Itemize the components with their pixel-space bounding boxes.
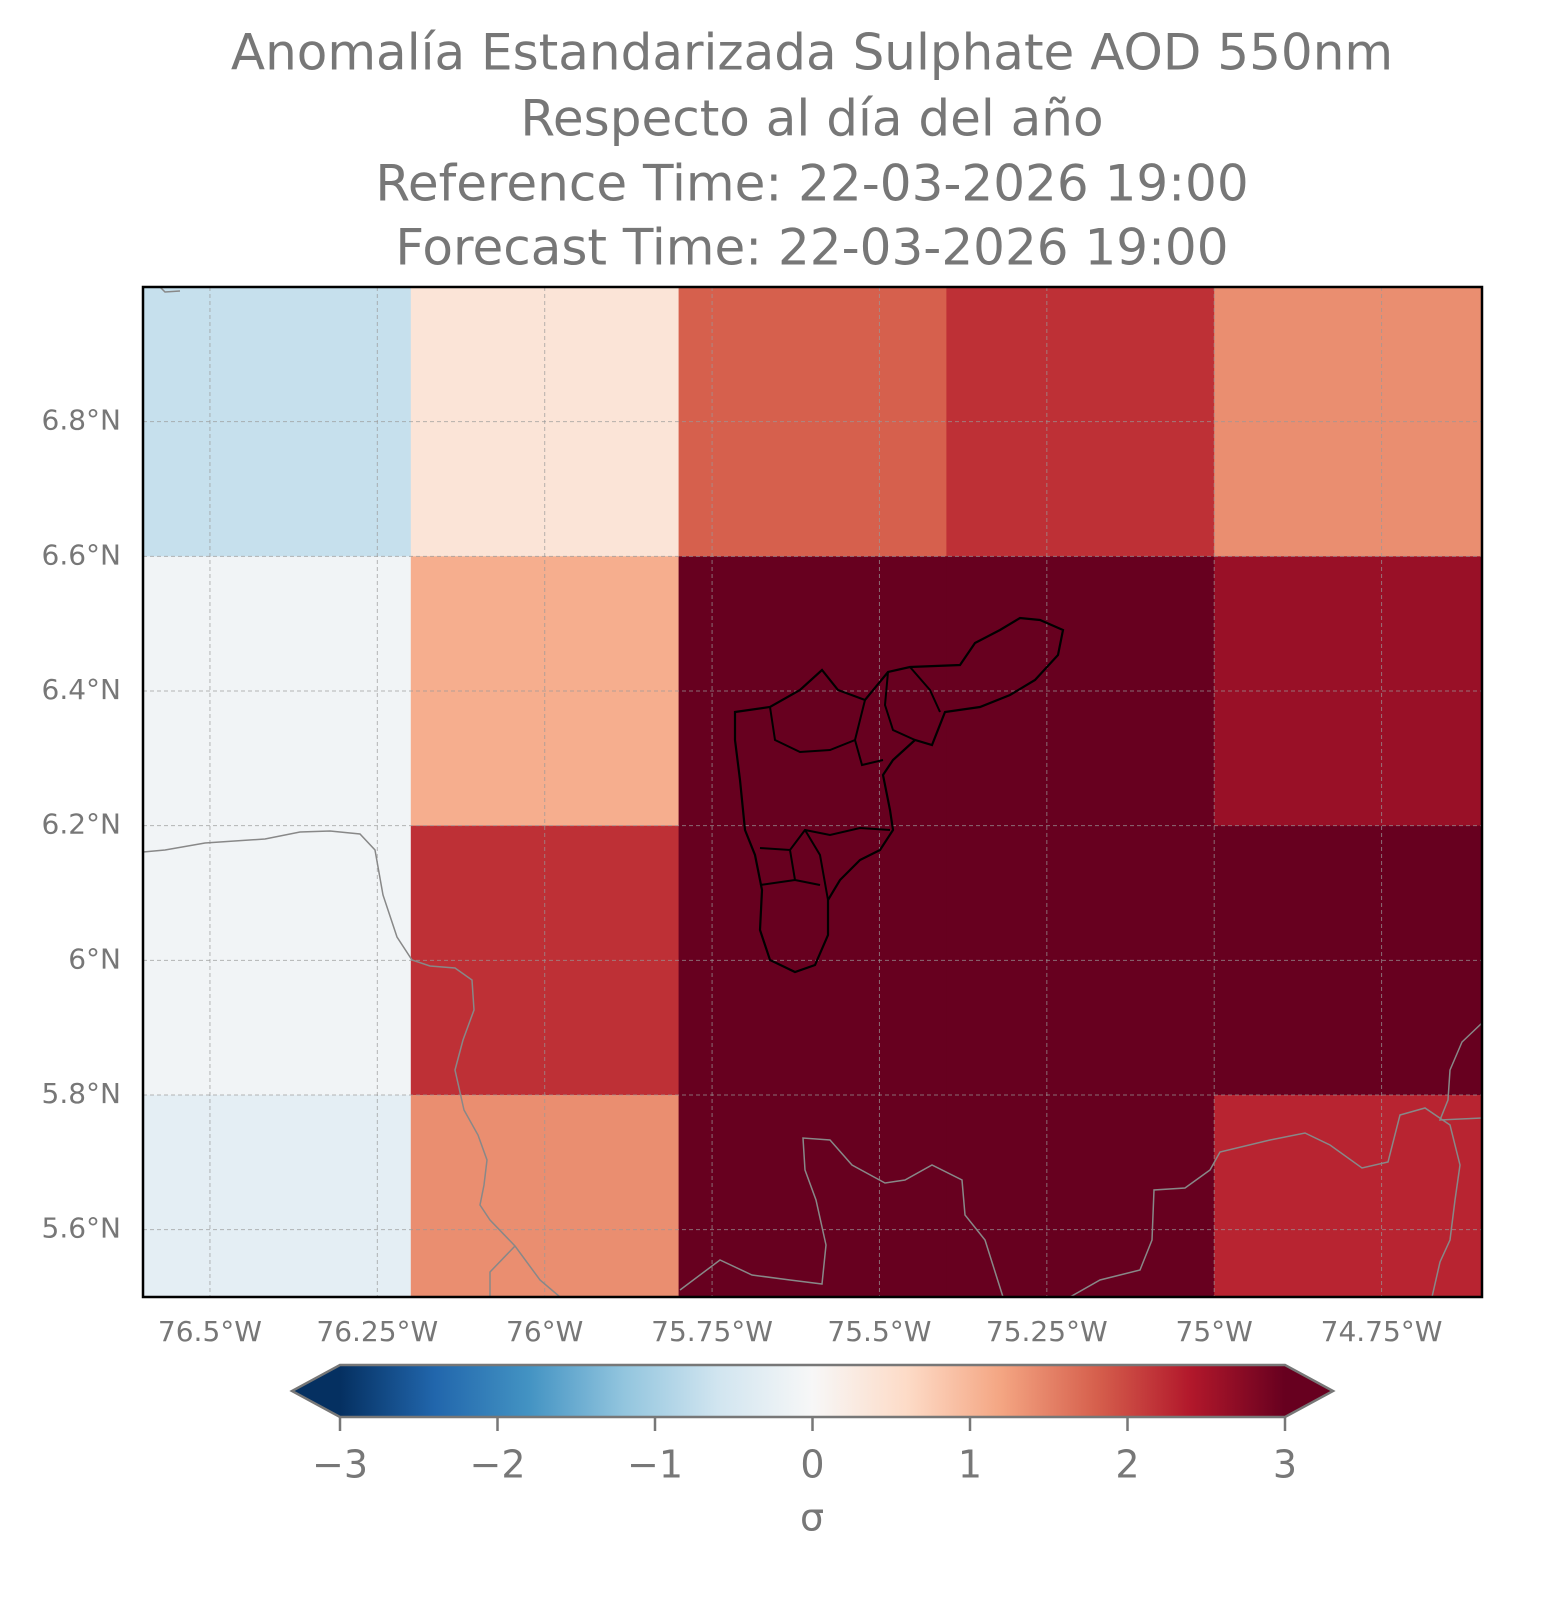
colorbar-tick-label: −2 bbox=[469, 1443, 525, 1487]
title-line: Respecto al día del año bbox=[520, 90, 1103, 148]
x-tick-label: 75.25°W bbox=[986, 1315, 1108, 1348]
x-tick-label: 75°W bbox=[1176, 1315, 1253, 1348]
border bbox=[159, 287, 181, 293]
colorbar bbox=[289, 1363, 1336, 1431]
plot-frame bbox=[141, 285, 1484, 1299]
title-line: Anomalía Estandarizada Sulphate AOD 550n… bbox=[231, 24, 1393, 82]
x-tick-label: 75.5°W bbox=[827, 1315, 931, 1348]
cell bbox=[143, 1095, 412, 1297]
border bbox=[489, 1245, 516, 1297]
y-tick-label: 6.8°N bbox=[42, 404, 121, 437]
x-tick-label: 74.75°W bbox=[1321, 1315, 1443, 1348]
cell bbox=[946, 1095, 1215, 1297]
border bbox=[1069, 1107, 1461, 1297]
region-border bbox=[759, 666, 941, 901]
colorbar-gradient bbox=[340, 1365, 1285, 1417]
colorbar-tick-label: 0 bbox=[800, 1443, 824, 1487]
colorbar-tick-label: 1 bbox=[958, 1443, 982, 1487]
x-tick-label: 76.5°W bbox=[158, 1315, 262, 1348]
y-tick-label: 5.8°N bbox=[42, 1077, 121, 1110]
y-tick-label: 5.6°N bbox=[42, 1212, 121, 1245]
border bbox=[679, 1137, 1004, 1297]
y-tick-label: 6.2°N bbox=[42, 808, 121, 841]
y-tick-label: 6.4°N bbox=[42, 673, 121, 706]
region-border bbox=[733, 616, 1065, 974]
x-tick-label: 75.75°W bbox=[651, 1315, 773, 1348]
y-tick-label: 6.6°N bbox=[42, 538, 121, 571]
x-tick-label: 76°W bbox=[506, 1315, 583, 1348]
coastline bbox=[143, 830, 561, 1297]
colorbar-tick-label: 3 bbox=[1273, 1443, 1297, 1487]
colorbar-tick-label: 2 bbox=[1115, 1443, 1139, 1487]
y-tick-label: 6°N bbox=[68, 942, 121, 975]
colorbar-tick-label: −1 bbox=[627, 1443, 683, 1487]
colorbar-extend-high bbox=[1285, 1365, 1333, 1417]
borders bbox=[143, 287, 1482, 1297]
cell bbox=[678, 1095, 947, 1297]
colorbar-tick-label: −3 bbox=[312, 1443, 368, 1487]
grid-cells bbox=[143, 287, 1482, 1297]
title-line: Forecast Time: 22-03-2026 19:00 bbox=[395, 219, 1228, 277]
colorbar-extend-low bbox=[292, 1365, 340, 1417]
x-tick-label: 76.25°W bbox=[316, 1315, 438, 1348]
title-line: Reference Time: 22-03-2026 19:00 bbox=[375, 155, 1248, 213]
gridlines bbox=[143, 287, 1482, 1297]
colorbar-label: σ bbox=[800, 1496, 824, 1540]
cell bbox=[1214, 1095, 1482, 1297]
border bbox=[1438, 1022, 1482, 1121]
